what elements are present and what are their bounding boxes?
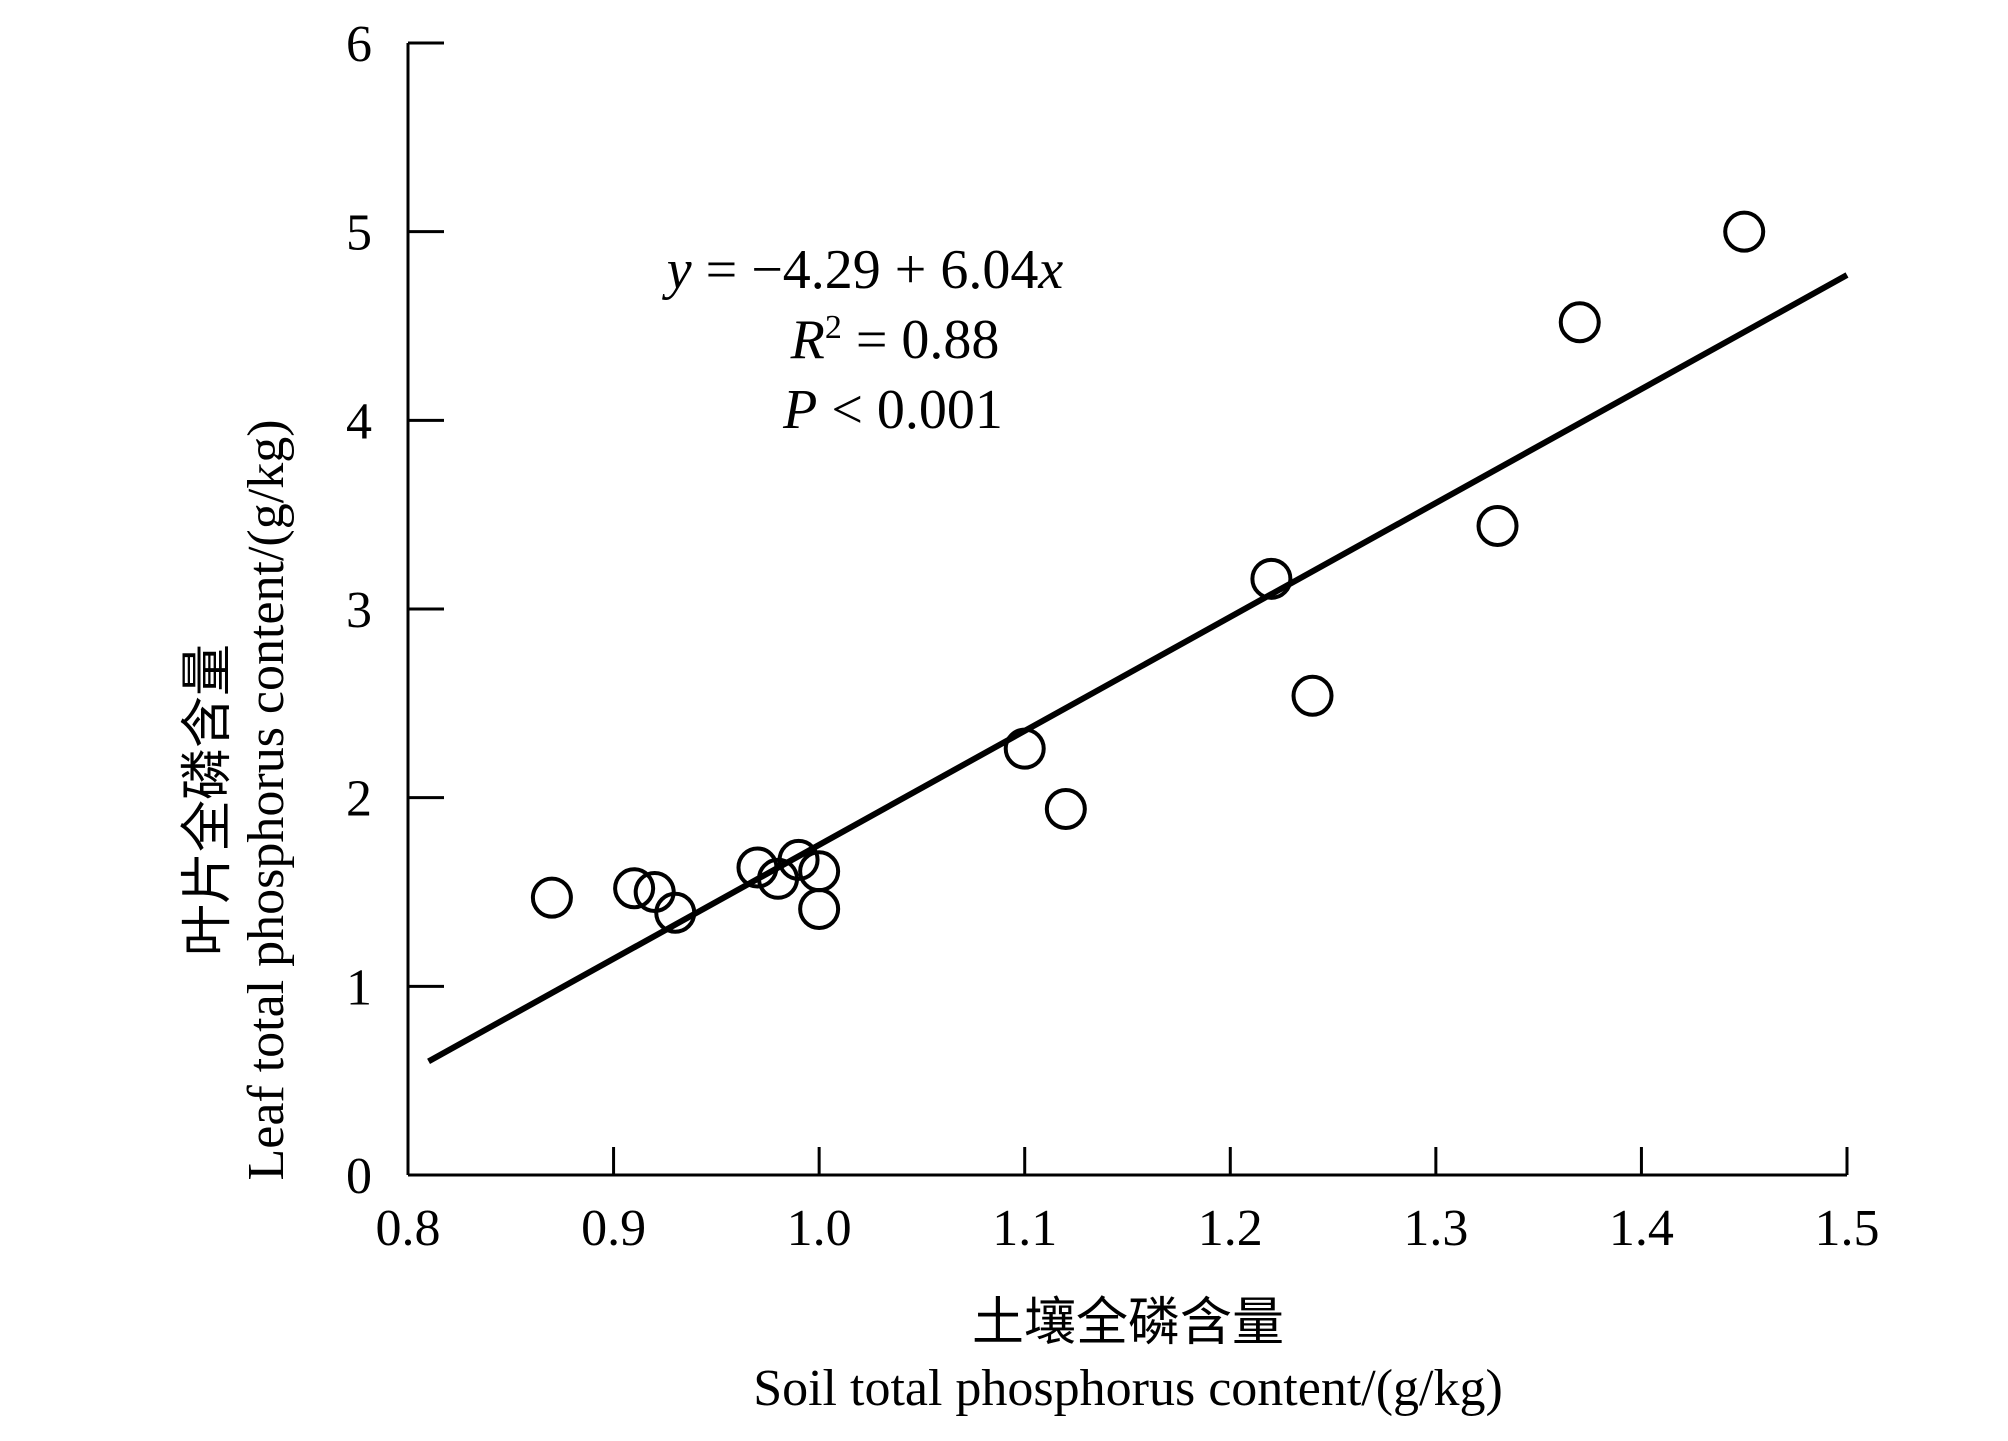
y-tick-label: 1 [346,959,372,1016]
data-point [798,887,841,930]
data-point [736,846,779,889]
x-axis-title-cn: 土壤全磷含量 [972,1295,1284,1352]
x-tick-label: 1.3 [1403,1200,1468,1257]
y-tick-label: 3 [346,582,372,639]
data-point [613,867,656,910]
axes [406,43,1847,1177]
y-tick-label: 2 [346,771,372,828]
x-tick-label: 1.0 [787,1200,852,1257]
x-axis-title: 土壤全磷含量 Soil total phosphorus content/(g/… [753,1295,1503,1417]
regression-line [427,272,1849,1064]
data-point [777,838,820,881]
data-point [1250,557,1293,600]
y-axis-title-cn: 叶片全磷含量 [180,644,237,956]
x-tick-label: 0.8 [376,1200,441,1257]
data-point [1723,210,1766,253]
data-point [1044,787,1087,830]
y-tick-label: 4 [346,393,372,450]
data-point [1476,504,1519,547]
y-tick-label: 5 [346,205,372,262]
data-point [654,891,697,934]
data-point [798,850,841,893]
data-points [530,210,1766,934]
y-ticks: 0 1 2 3 4 5 6 [346,16,444,1205]
y-axis-title: 叶片全磷含量 Leaf total phosphorus content/(g/… [180,419,295,1180]
x-tick-label: 0.9 [581,1200,646,1257]
y-axis-title-en: Leaf total phosphorus content/(g/kg) [238,419,295,1180]
regression-annotation: y = −4.29 + 6.04x R2 = 0.88 P < 0.001 [662,239,1064,441]
data-point [1291,674,1334,717]
x-tick-label: 1.5 [1815,1200,1880,1257]
x-tick-label: 1.4 [1609,1200,1674,1257]
x-axis-title-en: Soil total phosphorus content/(g/kg) [753,1360,1503,1417]
y-tick-label: 0 [346,1148,372,1205]
p-value-text: P < 0.001 [782,379,1003,441]
data-point [530,876,573,919]
x-tick-label: 1.2 [1198,1200,1263,1257]
equation-text: y = −4.29 + 6.04x [662,239,1064,301]
y-tick-label: 6 [346,16,372,73]
data-point [1558,301,1601,344]
x-ticks: 0.8 0.9 1.0 1.1 1.2 1.3 1.4 1.5 [376,1147,1880,1257]
data-point [1003,727,1046,770]
x-tick-label: 1.1 [992,1200,1057,1257]
r-squared-text: R2 = 0.88 [790,309,1000,371]
